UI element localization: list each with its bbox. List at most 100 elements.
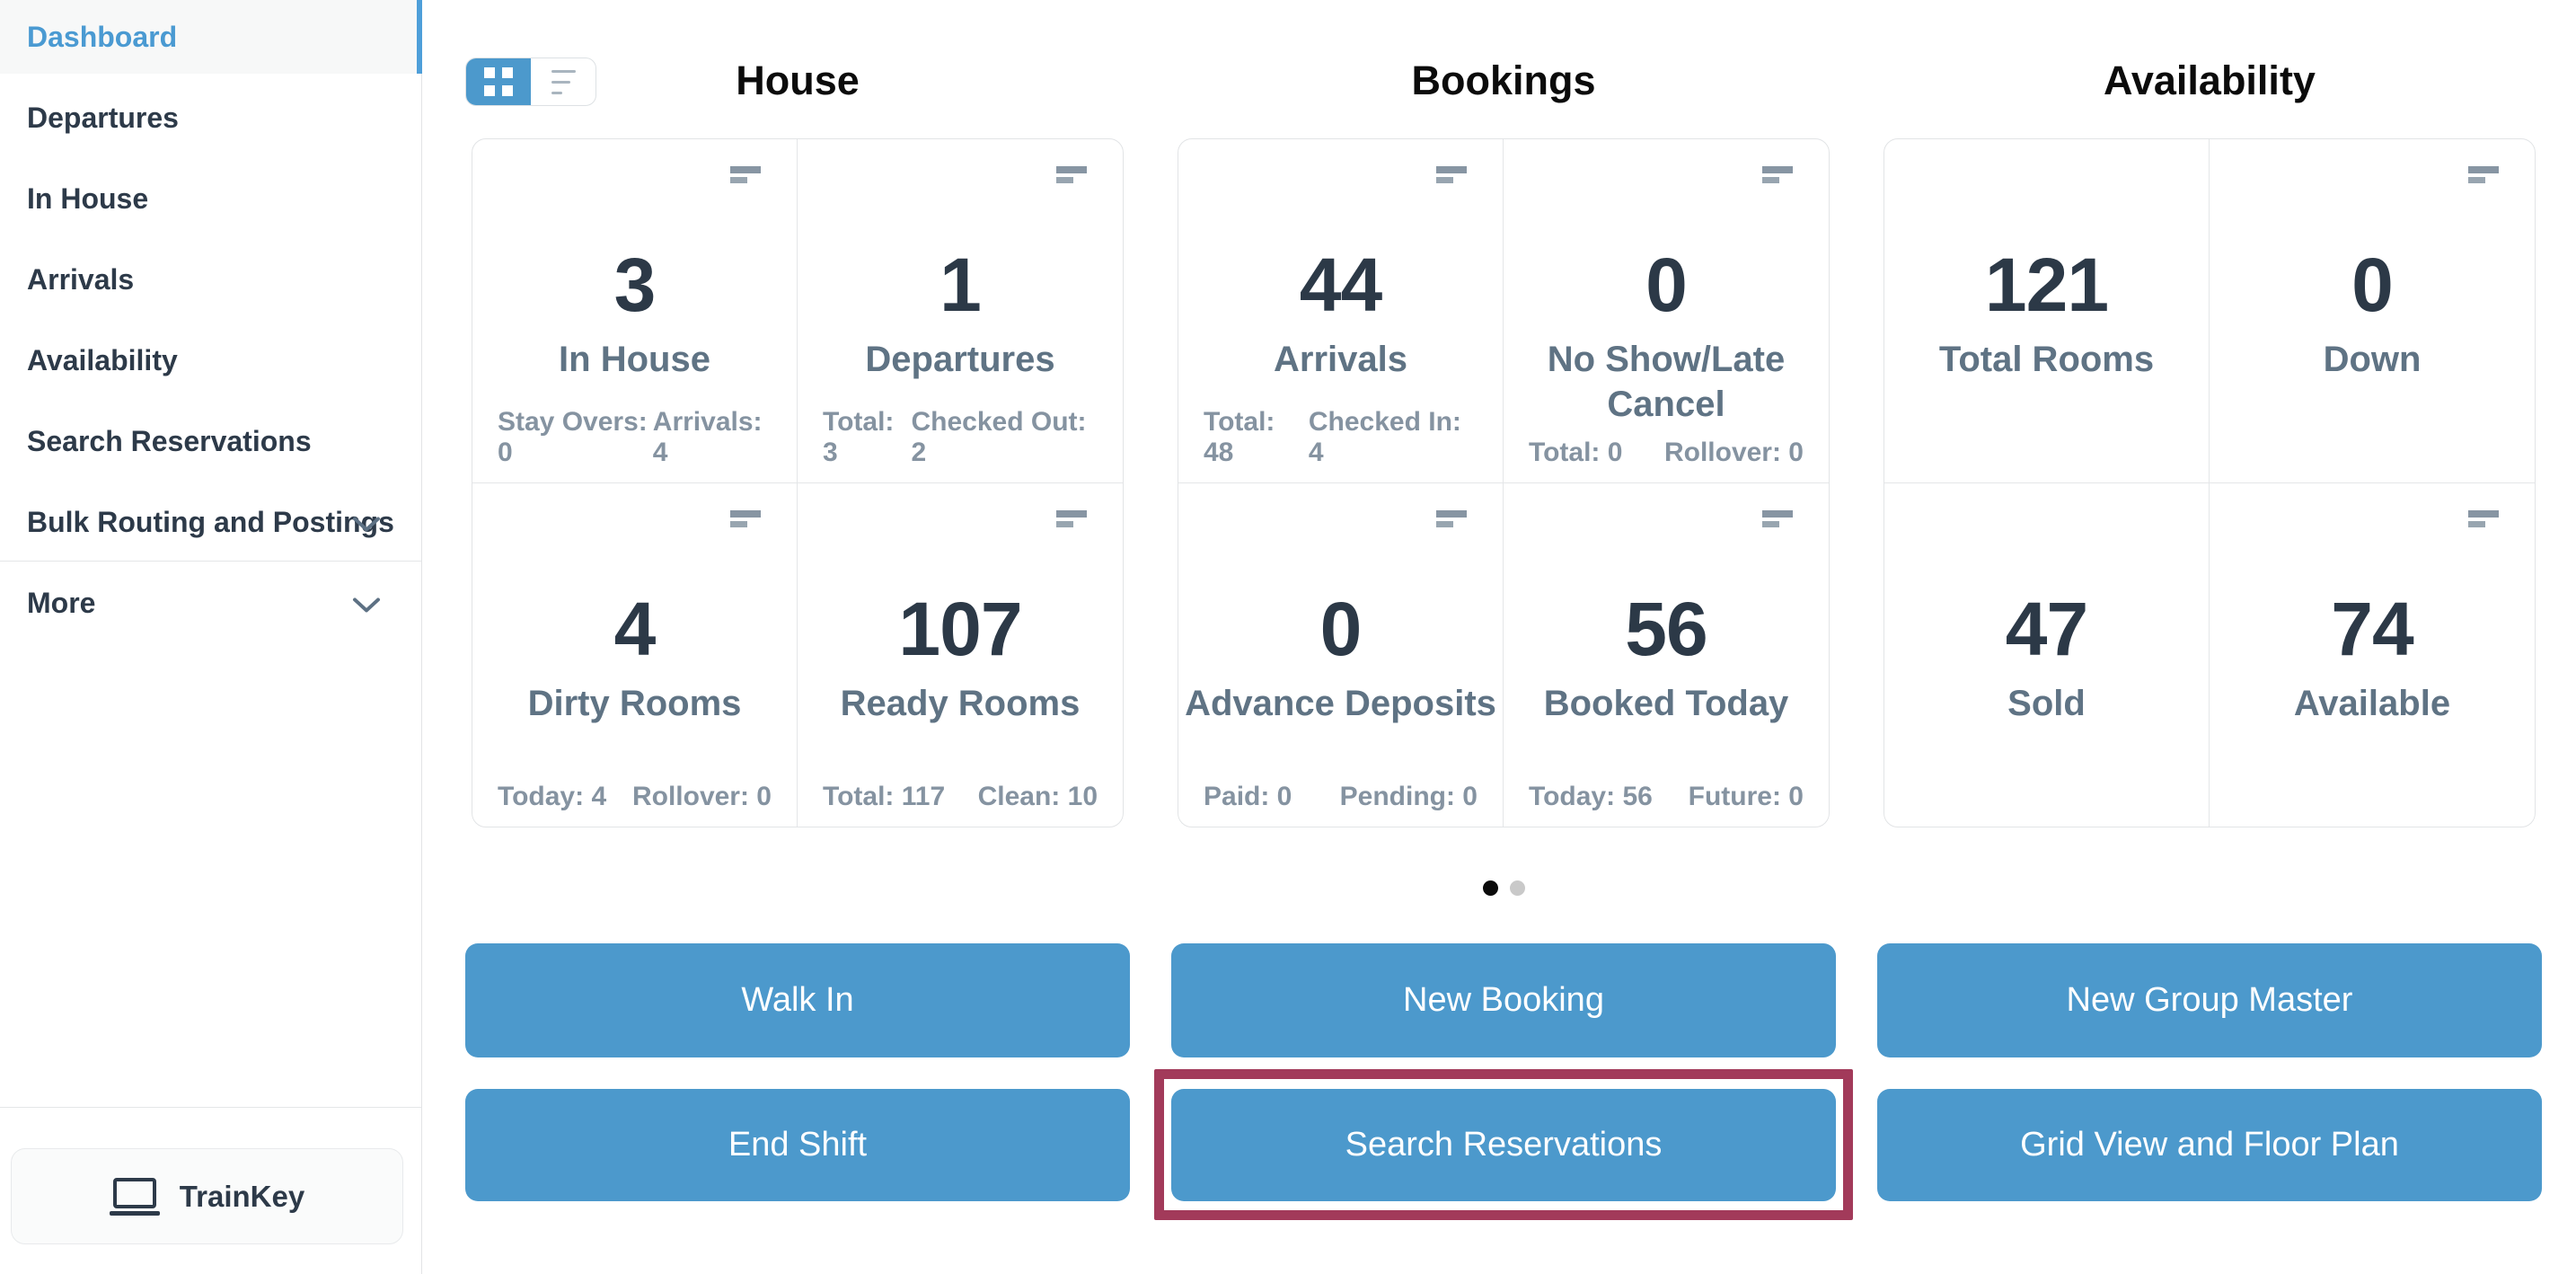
grid-view-icon xyxy=(484,67,513,96)
card-menu-icon[interactable] xyxy=(1056,166,1087,183)
stat-label: Available xyxy=(2293,683,2451,723)
stat-sub-right: Checked Out: 2 xyxy=(911,406,1087,467)
stat-value: 0 xyxy=(2351,243,2394,327)
sidebar-item-label: Search Reservations xyxy=(27,424,312,457)
stat-card-in-house: 3 In House Stay Overs: 0 Arrivals: 4 xyxy=(472,139,798,483)
sidebar-item-arrivals[interactable]: Arrivals xyxy=(0,243,422,316)
sidebar-item-label: Bulk Routing and Postings xyxy=(27,505,394,538)
active-indicator-bar xyxy=(417,0,422,74)
sidebar-item-departures[interactable]: Departures xyxy=(0,81,422,155)
card-group-house: 3 In House Stay Overs: 0 Arrivals: 4 1 D… xyxy=(472,138,1124,827)
stat-sub-left: Total: 117 xyxy=(823,782,946,811)
new-booking-button[interactable]: New Booking xyxy=(1171,943,1836,1057)
stat-sub-right: Rollover: 0 xyxy=(1663,437,1804,467)
stat-sub-left: Today: 4 xyxy=(498,782,607,811)
stat-sub-right: Arrivals: 4 xyxy=(652,406,763,467)
sidebar-item-search-reservations[interactable]: Search Reservations xyxy=(0,404,422,478)
stat-value: 107 xyxy=(898,586,1022,671)
stat-value: 74 xyxy=(2331,586,2413,671)
stat-card-arrivals: 44 Arrivals Total: 48 Checked In: 4 xyxy=(1178,139,1504,483)
stat-sub-right: Clean: 10 xyxy=(977,782,1098,811)
laptop-icon xyxy=(109,1177,160,1216)
stat-sub-left: Paid: 0 xyxy=(1204,782,1292,811)
stat-label: Sold xyxy=(2007,683,2086,723)
stat-sub-left: Total: 3 xyxy=(823,406,895,467)
stat-card-dirty-rooms: 4 Dirty Rooms Today: 4 Rollover: 0 xyxy=(472,482,798,827)
grid-view-button[interactable] xyxy=(466,58,531,105)
stat-value: 121 xyxy=(1984,243,2109,327)
card-menu-icon[interactable] xyxy=(730,509,761,527)
search-reservations-button[interactable]: Search Reservations xyxy=(1171,1089,1836,1201)
list-view-button[interactable] xyxy=(531,58,595,105)
carousel-pagination xyxy=(465,880,2542,896)
card-menu-icon[interactable] xyxy=(1762,166,1793,183)
sidebar-item-label: Arrivals xyxy=(27,262,135,296)
sidebar-item-in-house[interactable]: In House xyxy=(0,162,422,235)
stat-value: 47 xyxy=(2005,586,2088,671)
stat-sub-left: Total: 48 xyxy=(1204,406,1275,467)
pagination-dot-active[interactable] xyxy=(1482,880,1498,896)
stat-label: Dirty Rooms xyxy=(527,683,742,723)
card-group-bookings: 44 Arrivals Total: 48 Checked In: 4 0 No… xyxy=(1178,138,1830,827)
pagination-dot-inactive[interactable] xyxy=(1509,880,1525,896)
stat-label: Booked Today xyxy=(1543,683,1789,723)
sidebar-item-label: Departures xyxy=(27,101,179,134)
card-menu-icon[interactable] xyxy=(1056,509,1087,527)
stat-card-advance-deposits: 0 Advance Deposits Paid: 0 Pending: 0 xyxy=(1178,482,1504,827)
card-menu-icon[interactable] xyxy=(1762,509,1793,527)
sidebar-item-bulk-routing-and-postings[interactable]: Bulk Routing and Postings xyxy=(0,485,422,559)
stat-sub-right: Future: 0 xyxy=(1688,782,1804,811)
stat-value: 0 xyxy=(1645,243,1688,327)
chevron-down-icon xyxy=(352,588,381,622)
sidebar-item-label: Availability xyxy=(27,343,178,376)
section-title-house: House xyxy=(736,58,860,103)
grid-view-floor-plan-button[interactable]: Grid View and Floor Plan xyxy=(1877,1089,2542,1201)
stat-label: Departures xyxy=(865,340,1055,379)
stat-value: 56 xyxy=(1625,586,1707,671)
stat-card-no-show-late-cancel: 0 No Show/Late Cancel Total: 0 Rollover:… xyxy=(1504,139,1829,483)
stat-sub-left: Total: 0 xyxy=(1529,437,1623,467)
stat-sub-right: Rollover: 0 xyxy=(631,782,772,811)
sidebar-item-availability[interactable]: Availability xyxy=(0,323,422,397)
stat-label: Total Rooms xyxy=(1938,340,2155,379)
stat-card-sold: 47 Sold xyxy=(1884,482,2210,827)
card-menu-icon[interactable] xyxy=(2468,166,2499,183)
stat-value: 44 xyxy=(1299,243,1382,327)
end-shift-button[interactable]: End Shift xyxy=(465,1089,1130,1201)
stat-card-departures: 1 Departures Total: 3 Checked Out: 2 xyxy=(798,139,1123,483)
stat-value: 3 xyxy=(613,243,657,327)
stat-label: Arrivals xyxy=(1274,340,1407,379)
stat-label: Ready Rooms xyxy=(840,683,1081,723)
trainkey-label: TrainKey xyxy=(179,1179,305,1213)
stat-sub-right: Pending: 0 xyxy=(1339,782,1478,811)
stat-label: In House xyxy=(559,340,710,379)
sidebar-divider xyxy=(0,1107,421,1108)
card-menu-icon[interactable] xyxy=(1436,509,1467,527)
stat-card-ready-rooms: 107 Ready Rooms Total: 117 Clean: 10 xyxy=(798,483,1123,827)
sidebar-item-dashboard[interactable]: Dashboard xyxy=(0,0,422,74)
sidebar-item-label: Dashboard xyxy=(27,20,178,53)
stat-sub-left: Stay Overs: 0 xyxy=(498,406,648,467)
card-menu-icon[interactable] xyxy=(1436,166,1467,183)
stat-sub-left: Today: 56 xyxy=(1529,782,1653,811)
list-view-icon xyxy=(551,69,576,94)
card-menu-icon[interactable] xyxy=(2468,509,2499,527)
sidebar-item-label: More xyxy=(27,586,96,619)
trainkey-button[interactable]: TrainKey xyxy=(11,1148,403,1244)
section-title-availability: Availability xyxy=(2104,58,2316,103)
stat-value: 4 xyxy=(613,586,657,671)
stat-sub-right: Checked In: 4 xyxy=(1308,406,1461,467)
stat-card-total-rooms: 121 Total Rooms xyxy=(1884,139,2210,483)
stat-label: Advance Deposits xyxy=(1185,683,1496,723)
card-menu-icon[interactable] xyxy=(730,166,761,183)
sidebar-divider xyxy=(0,561,421,562)
sidebar-item-more[interactable]: More xyxy=(0,566,422,640)
section-title-bookings: Bookings xyxy=(1411,58,1596,103)
sidebar: Dashboard Departures In House Arrivals A… xyxy=(0,0,422,1274)
stat-card-down: 0 Down xyxy=(2210,139,2535,483)
stat-card-booked-today: 56 Booked Today Today: 56 Future: 0 xyxy=(1504,483,1829,827)
new-group-master-button[interactable]: New Group Master xyxy=(1877,943,2542,1057)
walk-in-button[interactable]: Walk In xyxy=(465,943,1130,1057)
stat-value: 0 xyxy=(1319,586,1363,671)
